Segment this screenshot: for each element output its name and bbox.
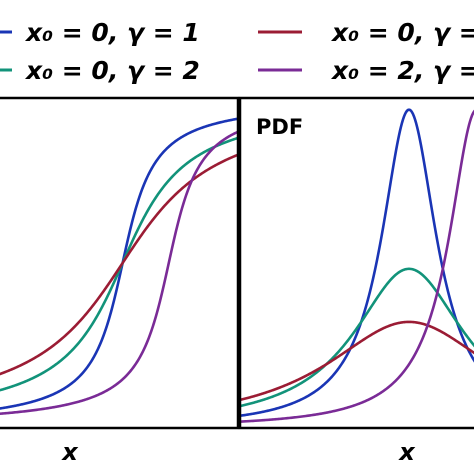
pdf-series-3 [240, 109, 474, 423]
cdf-series-3 [0, 130, 238, 416]
cdf-series-1 [0, 136, 238, 392]
legend-label-x0-0-gamma-1: x₀ = 0, γ = 1 [24, 18, 200, 47]
pdf-series-2 [240, 320, 474, 402]
pdf-panel: PDF x [238, 96, 474, 466]
pdf-panel-title: PDF [256, 115, 303, 139]
pdf-x-axis-label: x [398, 438, 416, 466]
cdf-series-0 [0, 117, 238, 410]
legend-label-x0-0-gamma-2: x₀ = 0, γ = 2 [24, 56, 200, 85]
legend-label-x0-2-gamma-1: x₀ = 2, γ = 1 [330, 56, 474, 85]
pdf-axes-frame [238, 96, 474, 430]
cdf-curves [0, 117, 238, 416]
legend-label-x0-0-gamma-3: x₀ = 0, γ = 3 [330, 18, 474, 47]
cdf-axes-frame [0, 96, 240, 430]
pdf-series-0 [240, 108, 474, 418]
cdf-panel: x [0, 96, 240, 466]
cdf-series-2 [0, 153, 238, 376]
cdf-x-axis-label: x [61, 438, 79, 466]
pdf-series-1 [240, 267, 474, 408]
legend: x₀ = 0, γ = 1 x₀ = 0, γ = 2 x₀ = 0, γ = … [0, 18, 474, 85]
pdf-curves [240, 108, 474, 423]
